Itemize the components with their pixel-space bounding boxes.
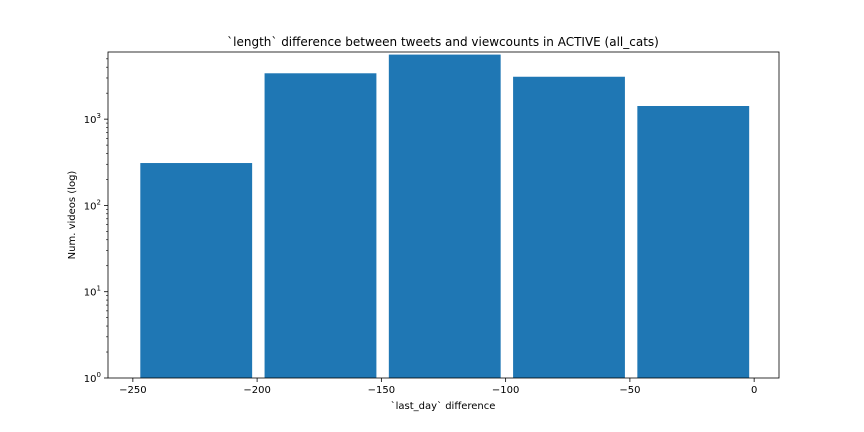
x-tick-label: 0 [751,385,757,396]
x-tick-label: −50 [619,385,640,396]
x-tick-label: −100 [492,385,519,396]
x-tick-label: −150 [368,385,395,396]
bar-1 [264,73,377,378]
bar-0 [140,163,253,378]
x-axis-label: `last_day` difference [391,400,496,412]
plot-frame [107,51,780,379]
x-axis: −250 −200 −150 −100 −50 0 [119,378,757,396]
x-tick-label: −200 [243,385,270,396]
y-tick-label: 100 [84,371,101,385]
y-axis-label: Num. videos (log) [67,171,78,260]
y-tick-label: 101 [84,285,101,299]
bars-layer [140,54,750,379]
bar-2 [388,54,501,379]
y-axis: 100 101 102 103 [84,58,108,385]
y-tick-label: 103 [84,112,101,126]
bar-4 [637,106,750,379]
chart-title: `length` difference between tweets and v… [227,35,659,49]
x-tick-label: −250 [119,385,146,396]
bar-3 [513,76,625,379]
y-tick-label: 102 [84,198,101,212]
